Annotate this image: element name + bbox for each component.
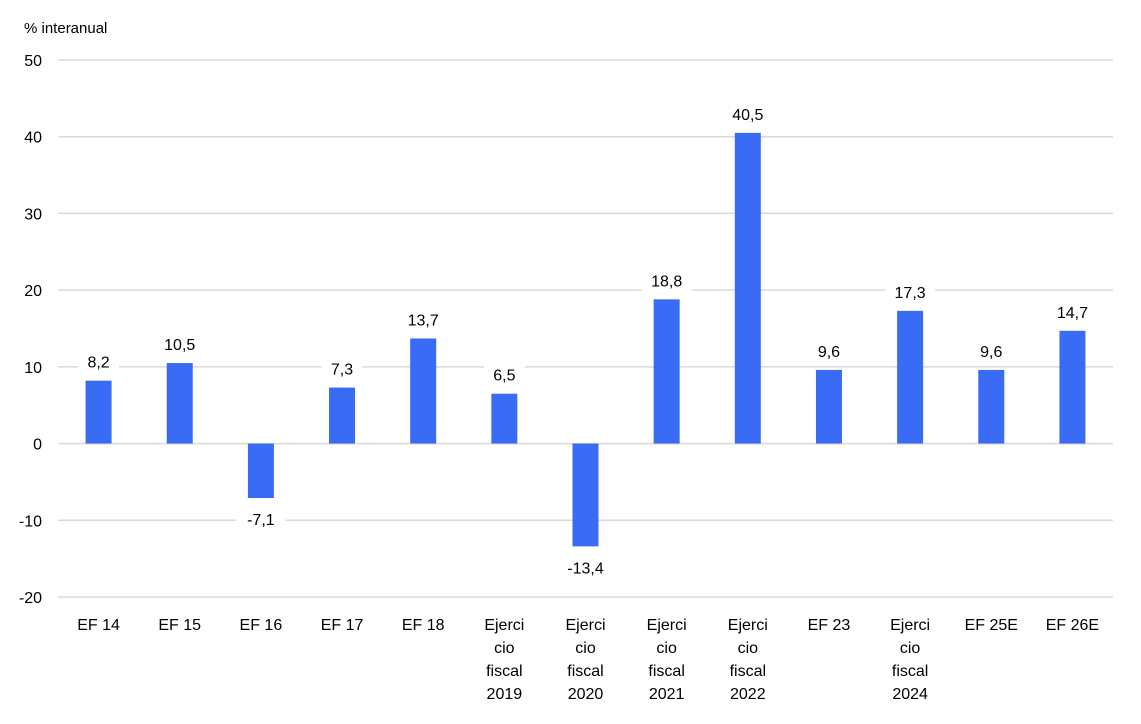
x-tick-label-line: 2021	[649, 686, 685, 703]
x-tick-label-line: fiscal	[486, 663, 522, 680]
bar	[572, 443, 599, 547]
data-label-background	[970, 339, 1012, 363]
bars	[85, 132, 1086, 547]
data-label-background	[78, 350, 120, 374]
x-tick-label-line: Ejerci	[565, 617, 605, 634]
data-label: 40,5	[732, 107, 763, 124]
x-tick-label: Ejerci cio fiscal 2021	[647, 617, 687, 703]
y-tick-label: 40	[24, 130, 42, 147]
x-tick-label-line: EF 15	[158, 617, 201, 634]
data-label-background	[235, 508, 286, 532]
bar	[247, 443, 274, 499]
y-tick-labels: 50 40 30 20 10 0 -10 -20	[19, 53, 42, 607]
data-label: 8,2	[87, 355, 109, 372]
x-tick-label-line: 2019	[487, 686, 523, 703]
x-tick-label-line: EF 23	[808, 617, 851, 634]
x-tick-label-line: Ejerci	[728, 617, 768, 634]
bar	[815, 369, 842, 444]
data-label: 14,7	[1057, 305, 1088, 322]
bar	[734, 132, 761, 444]
x-tick-label-line: Ejerci	[484, 617, 524, 634]
x-tick-label: EF 18	[402, 617, 445, 634]
data-label: 18,8	[651, 273, 682, 290]
data-label: 17,3	[895, 285, 926, 302]
y-tick-label: -20	[19, 590, 42, 607]
x-tick-label-line: cio	[494, 640, 515, 657]
data-label-background	[556, 556, 615, 580]
x-tick-label: EF 23	[808, 617, 851, 634]
data-label: 9,6	[980, 344, 1002, 361]
x-tick-label: Ejerci cio fiscal 2024	[890, 617, 930, 703]
x-tick-label-line: EF 14	[77, 617, 120, 634]
x-tick-label: EF 15	[158, 617, 201, 634]
x-tick-label-line: Ejerci	[890, 617, 930, 634]
x-tick-label-line: EF 18	[402, 617, 445, 634]
data-label-background	[154, 333, 205, 357]
x-tick-label-line: cio	[656, 640, 677, 657]
x-tick-label-line: fiscal	[730, 663, 766, 680]
y-tick-label: -10	[19, 513, 42, 530]
data-label: -13,4	[567, 560, 604, 577]
data-label-background	[885, 280, 936, 304]
x-tick-label-line: Ejerci	[647, 617, 687, 634]
data-label: -7,1	[247, 512, 275, 529]
bar	[329, 387, 356, 444]
y-tick-label: 50	[24, 53, 42, 70]
data-label: 6,5	[493, 368, 515, 385]
data-label-background	[808, 339, 850, 363]
x-tick-label-line: EF 25E	[965, 617, 1018, 634]
x-tick-label: EF 25E	[965, 617, 1018, 634]
x-tick-label-line: 2020	[568, 686, 604, 703]
y-tick-label: 10	[24, 360, 42, 377]
x-tick-label-line: cio	[575, 640, 596, 657]
data-label-background	[398, 308, 449, 332]
x-tick-label-line: EF 17	[321, 617, 364, 634]
data-label: 7,3	[331, 362, 353, 379]
x-tick-label: Ejerci cio fiscal 2020	[565, 617, 605, 703]
data-label: 13,7	[408, 312, 439, 329]
x-tick-label-line: fiscal	[892, 663, 928, 680]
y-axis-label: % interanual	[24, 20, 107, 37]
x-tick-label: EF 14	[77, 617, 120, 634]
y-tick-label: 0	[33, 437, 42, 454]
bar	[978, 369, 1005, 444]
bar	[410, 338, 437, 444]
bar	[653, 299, 680, 444]
data-label-background	[483, 363, 525, 387]
x-tick-labels: EF 14 EF 15 EF 16 EF 17 EF 18 Ejerci cio fiscal…	[77, 617, 1099, 703]
x-tick-label: EF 16	[240, 617, 283, 634]
data-labels: 8,2 10,5 -7,1 7,3 13,7 6,5 -13,4 18,8 40,5 9,6 17,…	[78, 102, 1098, 580]
y-tick-label: 20	[24, 283, 42, 300]
bar	[1059, 330, 1086, 444]
bar	[166, 363, 193, 444]
x-tick-label: EF 17	[321, 617, 364, 634]
data-label-background	[641, 269, 692, 293]
data-label: 9,6	[818, 344, 840, 361]
x-tick-label: EF 26E	[1046, 617, 1099, 634]
y-tick-label: 30	[24, 206, 42, 223]
x-tick-label-line: cio	[738, 640, 759, 657]
x-tick-label: Ejerci cio fiscal 2019	[484, 617, 524, 703]
data-label-background	[321, 357, 363, 381]
x-tick-label-line: cio	[900, 640, 921, 657]
x-tick-label-line: fiscal	[567, 663, 603, 680]
data-label-background	[722, 102, 773, 126]
x-tick-label-line: 2024	[892, 686, 928, 703]
x-tick-label-line: fiscal	[648, 663, 684, 680]
bar	[897, 310, 924, 444]
bar	[491, 393, 518, 444]
x-tick-label-line: 2022	[730, 686, 766, 703]
bar	[85, 380, 112, 444]
x-tick-label-line: EF 26E	[1046, 617, 1099, 634]
x-tick-label: Ejerci cio fiscal 2022	[728, 617, 768, 703]
data-label-background	[1047, 300, 1098, 324]
data-label: 10,5	[164, 337, 195, 354]
x-tick-label-line: EF 16	[240, 617, 283, 634]
